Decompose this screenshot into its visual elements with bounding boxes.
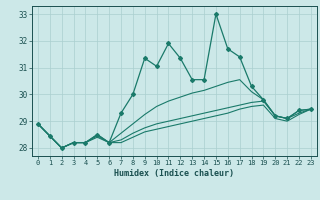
X-axis label: Humidex (Indice chaleur): Humidex (Indice chaleur) <box>115 169 234 178</box>
